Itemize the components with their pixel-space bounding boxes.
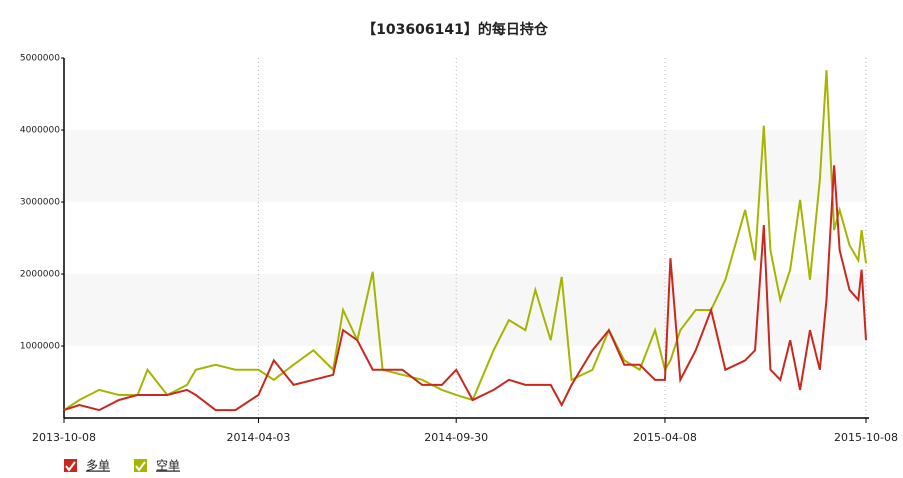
grid-band — [64, 130, 866, 202]
grid-band — [64, 274, 866, 346]
legend-checkbox[interactable] — [64, 459, 77, 472]
x-tick-label: 2015-04-08 — [633, 431, 697, 444]
y-tick-label: 4000000 — [20, 126, 60, 136]
y-tick-label: 3000000 — [20, 198, 60, 208]
x-tick-label: 2015-10-08 — [834, 431, 898, 444]
x-tick-label: 2013-10-08 — [32, 431, 96, 444]
y-tick-label: 2000000 — [20, 270, 60, 280]
legend-label[interactable]: 多单 — [86, 459, 110, 473]
legend-label[interactable]: 空单 — [156, 459, 180, 473]
x-tick-label: 2014-04-03 — [226, 431, 290, 444]
x-tick-label: 2014-09-30 — [424, 431, 488, 444]
y-tick-label: 1000000 — [20, 342, 60, 352]
legend-check — [135, 461, 146, 472]
y-tick-label: 5000000 — [20, 54, 60, 64]
chart-title: 【103606141】的每日持仓 — [362, 21, 549, 38]
series-line — [63, 70, 867, 411]
legend-checkbox[interactable] — [134, 459, 147, 472]
legend-check — [65, 461, 76, 472]
series-line — [63, 165, 867, 412]
